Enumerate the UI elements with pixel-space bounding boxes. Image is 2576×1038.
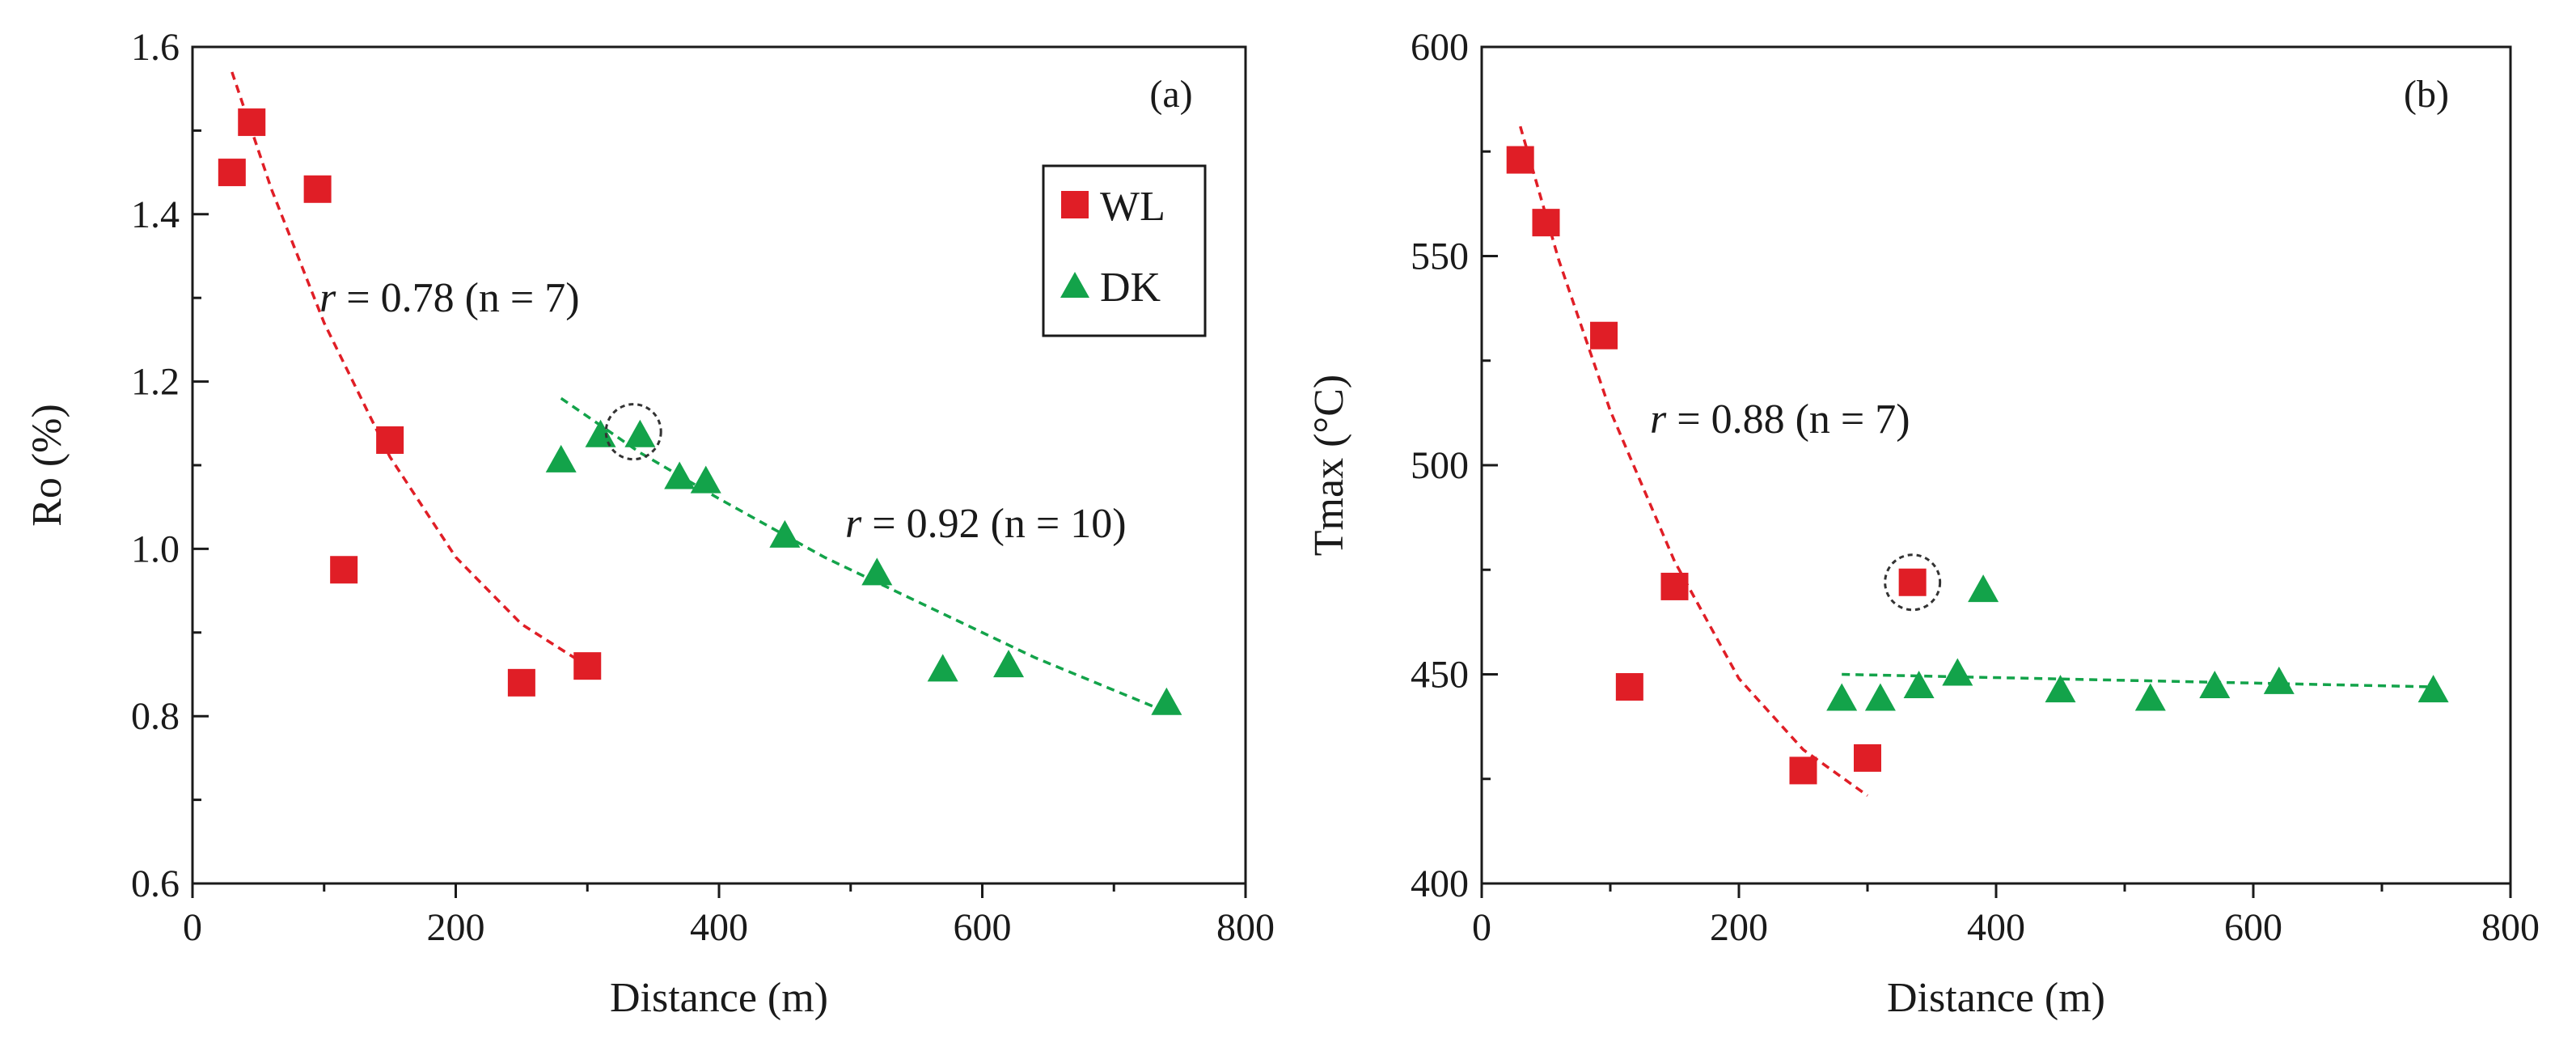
y-tick-label: 600 bbox=[1411, 26, 1469, 69]
data-point-wl bbox=[303, 175, 332, 203]
legend-wl-label: WL bbox=[1100, 184, 1165, 230]
data-points bbox=[1506, 146, 2449, 785]
data-point-wl bbox=[1615, 673, 1643, 701]
legend-wl-marker bbox=[1061, 191, 1089, 218]
data-point-dk bbox=[545, 444, 577, 472]
legend-dk-label: DK bbox=[1100, 265, 1161, 311]
axis-ticks: 0 200 400 600 800 0.6 0.8 1.0 1.2 1.4 1.6 bbox=[131, 26, 1275, 949]
y-tick-label: 400 bbox=[1411, 862, 1469, 905]
highlight-circle bbox=[1884, 553, 1942, 612]
n-count: (n = 10) bbox=[980, 501, 1127, 547]
y-tick-label: 1.2 bbox=[131, 361, 180, 404]
x-axis-label: Distance (m) bbox=[610, 975, 828, 1021]
data-point-dk bbox=[2199, 671, 2231, 699]
y-axis-label: Ro (%) bbox=[24, 404, 70, 527]
highlight-circle bbox=[604, 403, 662, 461]
data-point-dk bbox=[1864, 683, 1896, 711]
r-equals: = bbox=[861, 501, 906, 547]
panel-a: 0 200 400 600 800 0.6 0.8 1.0 1.2 1.4 1.6 (a) Dist… bbox=[24, 26, 1275, 1021]
y-tick-label: 1.0 bbox=[131, 527, 180, 570]
fit-lines bbox=[1519, 125, 2434, 797]
x-tick-label: 200 bbox=[1710, 906, 1768, 949]
legend: WL DK bbox=[1042, 164, 1207, 337]
fit-line-wl bbox=[231, 71, 589, 667]
r-value: 0.92 bbox=[907, 501, 980, 547]
x-tick-label: 600 bbox=[954, 906, 1012, 949]
r-symbol: r bbox=[319, 275, 336, 321]
data-point-dk bbox=[769, 519, 801, 548]
correlation-annotation-wl: r = 0.78 (n = 7) bbox=[319, 275, 580, 321]
data-point-wl bbox=[330, 556, 358, 584]
data-point-dk bbox=[1826, 683, 1858, 711]
fit-lines bbox=[231, 71, 1168, 714]
y-tick-label: 0.8 bbox=[131, 695, 180, 738]
data-point-dk bbox=[2045, 675, 2076, 703]
data-point-dk bbox=[861, 557, 893, 586]
n-count: (n = 7) bbox=[1785, 396, 1910, 443]
r-value: 0.78 bbox=[381, 275, 455, 321]
data-point-wl bbox=[1660, 572, 1689, 600]
plot-area-frame bbox=[1480, 45, 2512, 885]
fit-line-dk bbox=[560, 396, 1168, 714]
fit-line-dk bbox=[1842, 672, 2434, 688]
r-equals: = bbox=[336, 275, 380, 321]
data-point-dk bbox=[690, 465, 721, 494]
data-point-dk bbox=[1942, 658, 1973, 686]
x-tick-label: 200 bbox=[427, 906, 485, 949]
x-tick-label: 600 bbox=[2224, 906, 2282, 949]
correlation-annotation-dk: r = 0.92 (n = 10) bbox=[845, 501, 1127, 547]
legend-dk-marker bbox=[1060, 272, 1089, 298]
x-tick-label: 400 bbox=[1967, 906, 2025, 949]
data-point-dk bbox=[1968, 574, 1999, 603]
data-point-wl bbox=[376, 426, 404, 454]
x-tick-label: 800 bbox=[1216, 906, 1275, 949]
y-tick-label: 500 bbox=[1411, 444, 1469, 487]
data-point-dk bbox=[2134, 683, 2166, 711]
data-point-dk bbox=[624, 419, 656, 447]
data-point-dk bbox=[664, 461, 696, 489]
data-point-wl bbox=[238, 108, 266, 137]
data-point-dk bbox=[1903, 671, 1935, 699]
data-points bbox=[218, 108, 1182, 715]
x-axis-label: Distance (m) bbox=[1887, 975, 2105, 1021]
data-point-wl bbox=[1898, 568, 1927, 596]
y-tick-label: 1.6 bbox=[131, 26, 180, 69]
data-point-wl bbox=[1854, 744, 1881, 772]
x-tick-label: 0 bbox=[1472, 906, 1491, 949]
y-axis-label: Tmax (°C) bbox=[1306, 375, 1352, 556]
data-point-dk bbox=[993, 650, 1025, 678]
data-point-dk bbox=[1151, 687, 1182, 715]
r-value: 0.88 bbox=[1711, 396, 1785, 443]
x-tick-label: 400 bbox=[690, 906, 748, 949]
y-tick-label: 1.4 bbox=[131, 193, 180, 236]
axis-ticks: 0 200 400 600 800 400 450 500 550 600 bbox=[1411, 26, 2540, 949]
r-equals: = bbox=[1666, 396, 1711, 443]
x-tick-label: 800 bbox=[2481, 906, 2540, 949]
y-tick-label: 450 bbox=[1411, 654, 1469, 697]
x-tick-label: 0 bbox=[183, 906, 202, 949]
data-point-wl bbox=[1590, 321, 1618, 350]
data-point-wl bbox=[1506, 146, 1534, 174]
panel-tag: (a) bbox=[1149, 73, 1192, 116]
data-point-dk bbox=[2417, 675, 2449, 703]
correlation-annotation-wl: r = 0.88 (n = 7) bbox=[1650, 396, 1910, 443]
r-symbol: r bbox=[1650, 396, 1667, 443]
y-tick-label: 550 bbox=[1411, 235, 1469, 278]
data-point-wl bbox=[507, 668, 535, 697]
data-point-wl bbox=[218, 159, 246, 187]
n-count: (n = 7) bbox=[455, 275, 580, 321]
panel-b: 0 200 400 600 800 400 450 500 550 600 (b) Distanc… bbox=[1306, 26, 2540, 1021]
data-point-wl bbox=[1532, 209, 1560, 237]
data-point-wl bbox=[573, 652, 602, 680]
data-point-dk bbox=[2263, 666, 2295, 694]
panel-tag: (b) bbox=[2404, 73, 2449, 116]
r-symbol: r bbox=[845, 501, 862, 547]
y-tick-label: 0.6 bbox=[131, 862, 180, 905]
data-point-dk bbox=[585, 419, 616, 447]
data-point-wl bbox=[1789, 756, 1817, 785]
fit-line-wl bbox=[1519, 125, 1869, 797]
data-point-dk bbox=[927, 654, 958, 682]
